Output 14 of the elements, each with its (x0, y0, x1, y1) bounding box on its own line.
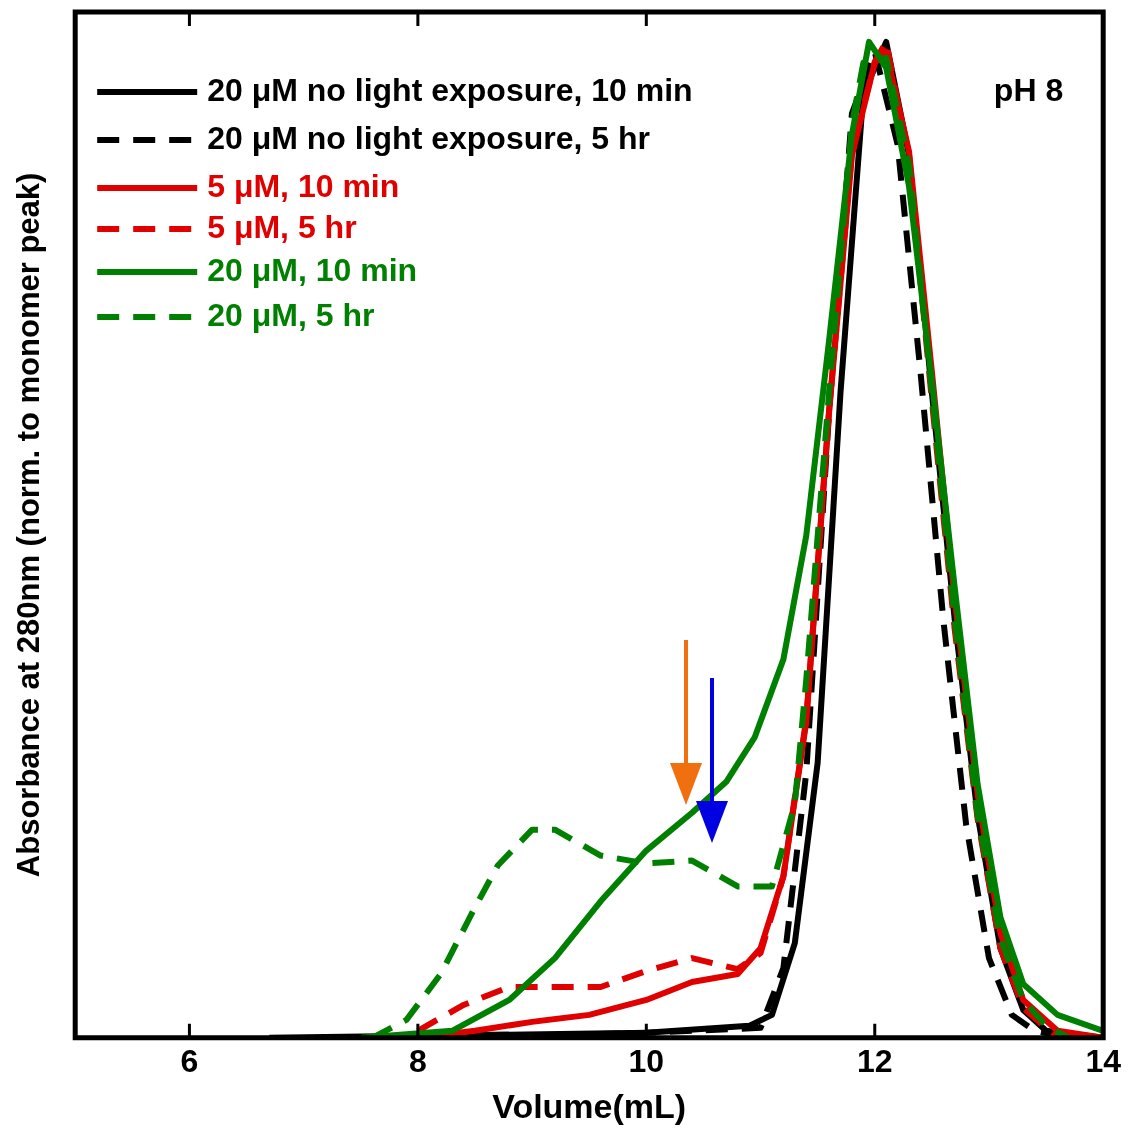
legend-label: 20 μM, 10 min (207, 251, 418, 288)
x-tick-label: 6 (180, 1042, 199, 1079)
x-tick-label: 14 (1085, 1042, 1122, 1079)
legend-label: 20 μM no light exposure, 10 min (207, 71, 693, 108)
legend-label: 20 μM no light exposure, 5 hr (207, 119, 650, 156)
annotation: pH 8 (993, 71, 1064, 108)
x-tick-label: 10 (628, 1042, 665, 1079)
x-axis-title: Volume(mL) (492, 1086, 687, 1125)
y-axis-title: Absorbance at 280nm (norm. to monomer peak) (11, 172, 47, 878)
legend-label: 20 μM, 5 hr (207, 296, 375, 333)
legend-label: 5 μM, 10 min (207, 167, 400, 204)
x-tick-label: 12 (856, 1042, 893, 1079)
x-tick-label: 8 (408, 1042, 427, 1079)
legend-label: 5 μM, 5 hr (207, 208, 357, 245)
